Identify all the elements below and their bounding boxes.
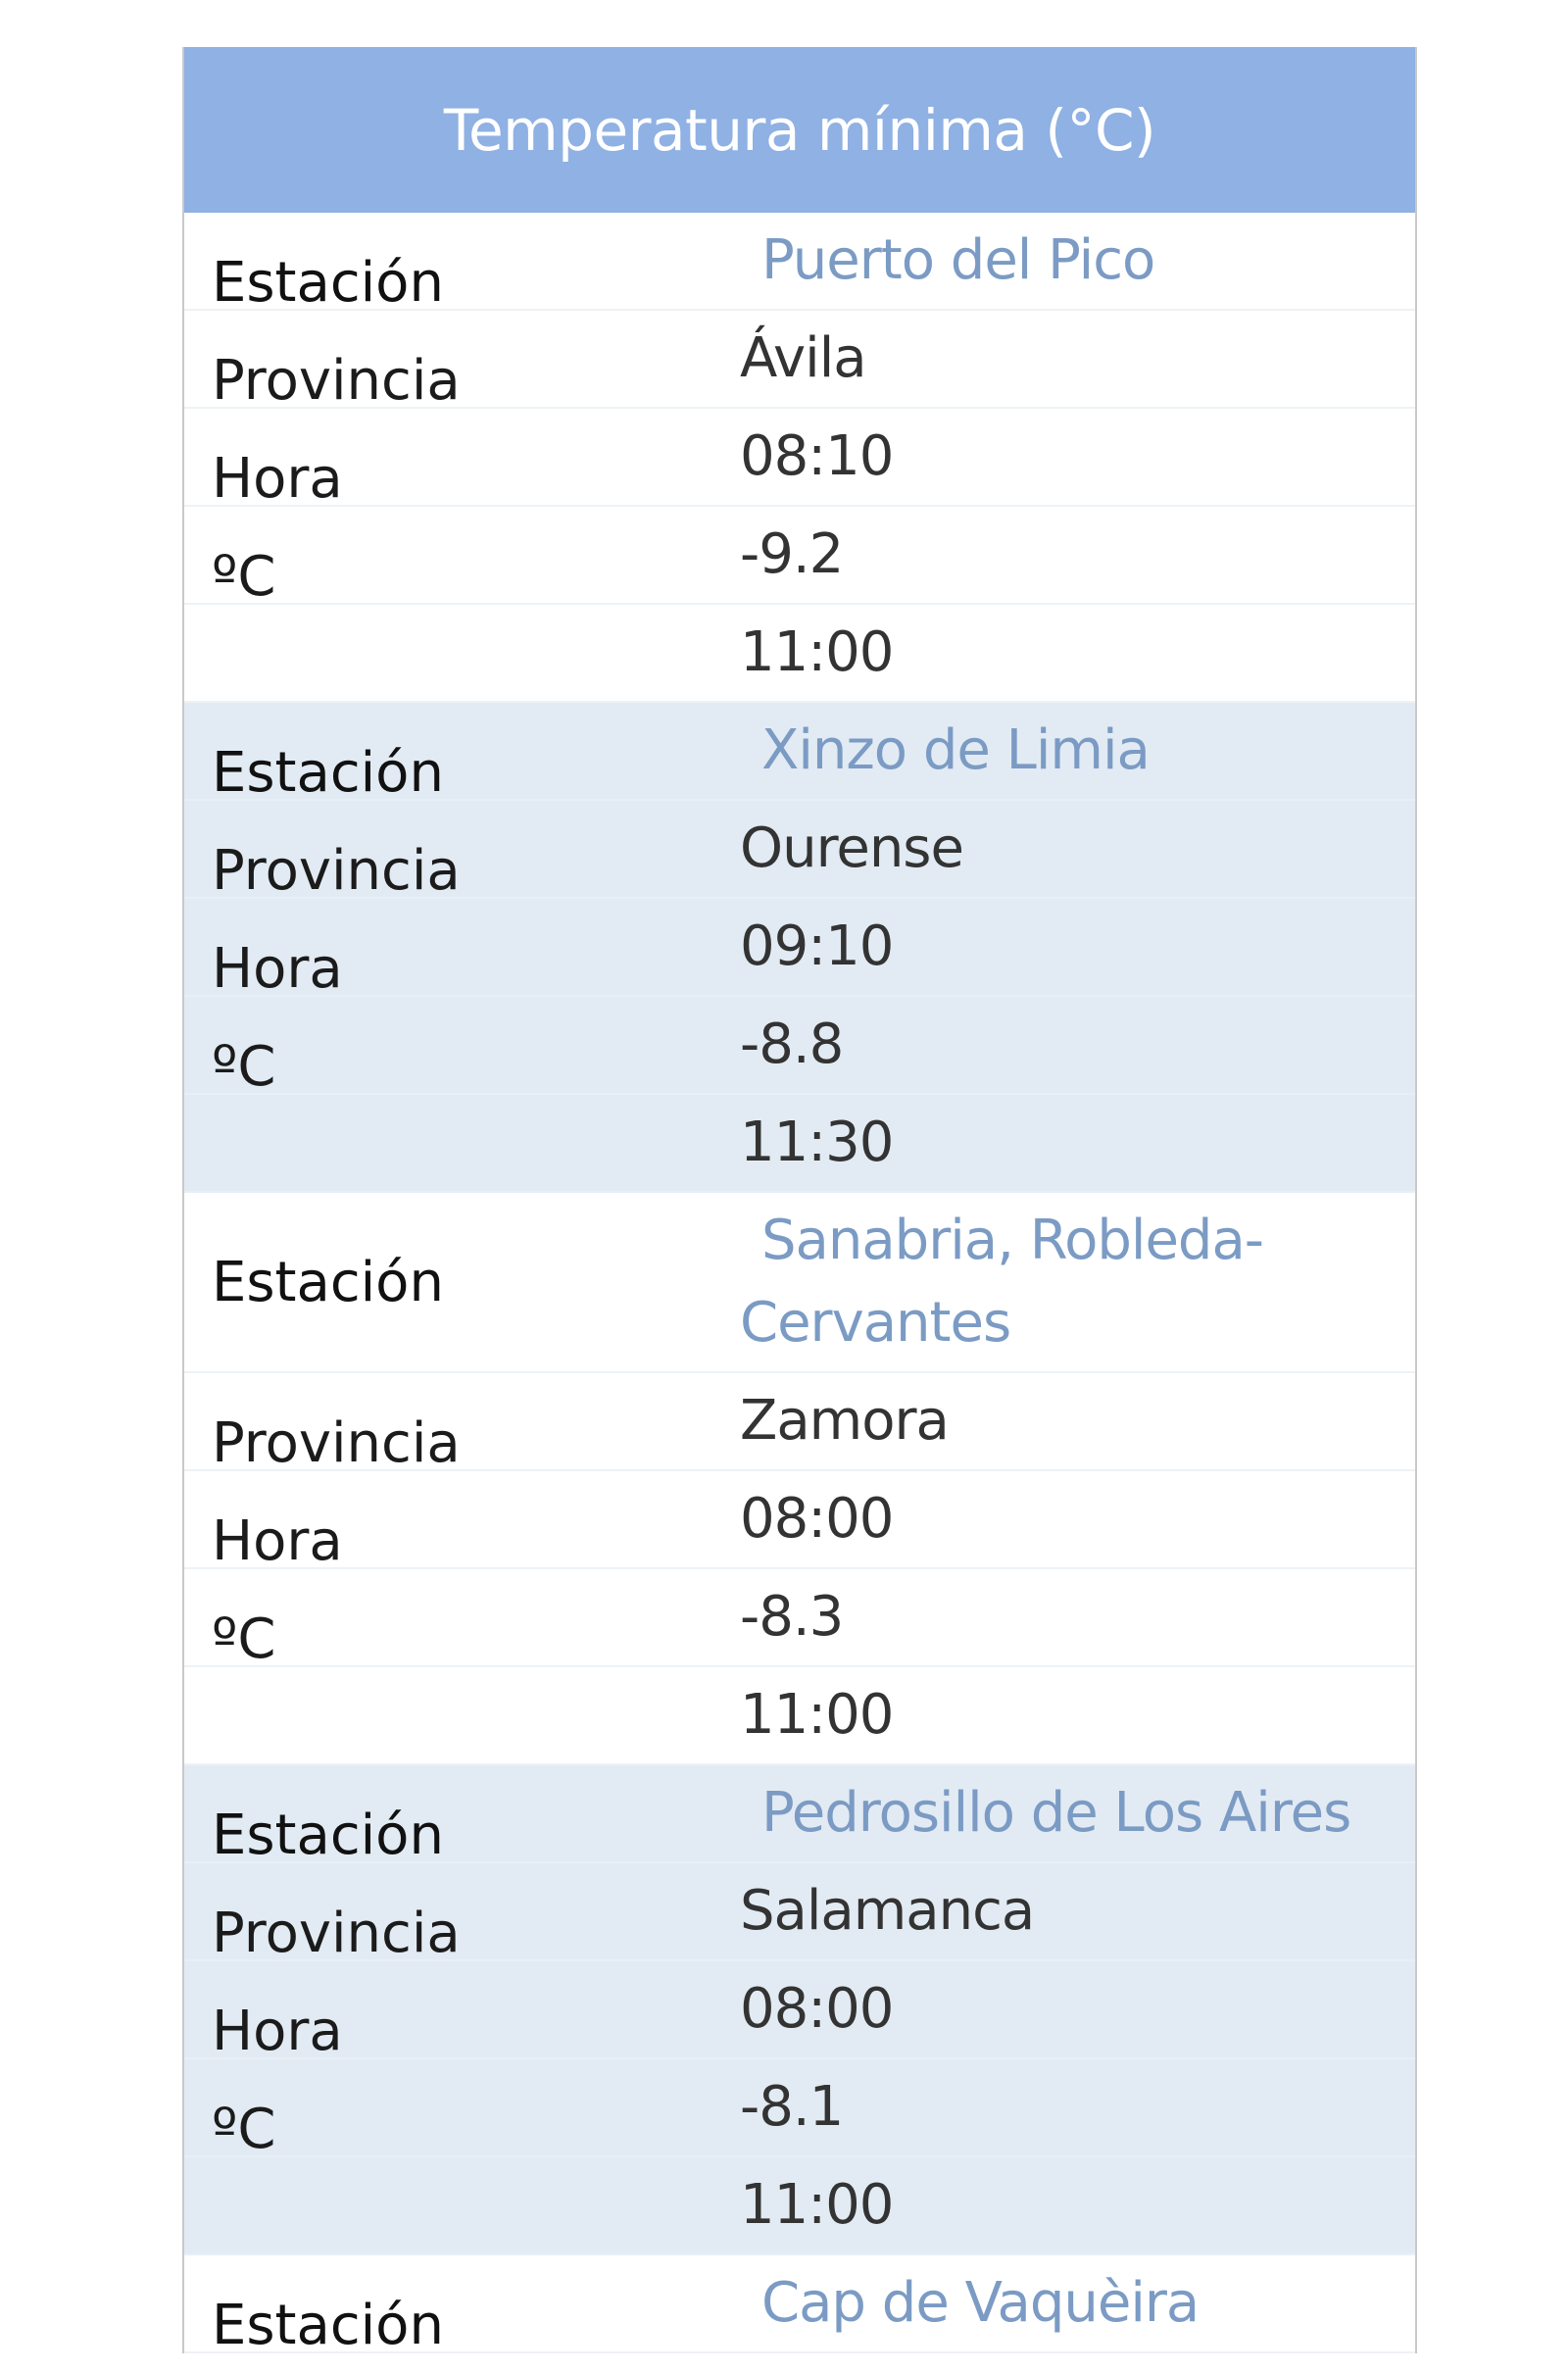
table-row: Estación Pedrosillo de Los Aires xyxy=(184,1765,1415,1867)
station-label: Estación xyxy=(212,2293,444,2357)
table-row: Estación Puerto del Pico xyxy=(184,213,1415,315)
table-row: 11:00 xyxy=(184,1667,1415,1765)
station-block: Estación Sanabria, Robleda-Cervantes Provi… xyxy=(184,1193,1415,1765)
min-temperature-table: Temperatura mínima (°C) Estación Puerto d… xyxy=(182,47,1417,2357)
table-row: Estación Xinzo de Limia xyxy=(184,703,1415,805)
table-row: Estación Sanabria, Robleda-Cervantes xyxy=(184,1193,1415,1373)
province-value: Zamora xyxy=(740,1389,950,1453)
temperature-value: -8.1 xyxy=(740,2075,844,2139)
time-value: 08:00 xyxy=(740,1977,894,2041)
table-row: 11:00 xyxy=(184,2157,1415,2255)
station-list: Estación Puerto del Pico Provincia Ávila Hor… xyxy=(184,213,1415,2357)
province-value: Ávila xyxy=(740,326,867,390)
table-row: Provincia Salamanca xyxy=(184,1863,1415,1965)
station-name[interactable]: Puerto del Pico xyxy=(761,228,1155,292)
province-label: Provincia xyxy=(212,838,461,903)
time-value: 08:00 xyxy=(740,1487,894,1551)
empty-label xyxy=(184,626,740,722)
station-label: Estación xyxy=(212,1803,444,1867)
table-row: Hora 08:00 xyxy=(184,1961,1415,2063)
temperature-value: -8.3 xyxy=(740,1585,844,1649)
empty-label xyxy=(184,1689,740,1785)
temp-label: ºC xyxy=(212,1034,276,1099)
time-label: Hora xyxy=(212,1508,343,1573)
time-value: 08:10 xyxy=(740,424,894,488)
time-label: Hora xyxy=(212,936,343,1001)
station-label: Estación xyxy=(212,740,444,805)
table-row: ºC -8.8 xyxy=(184,997,1415,1099)
table-row: Provincia Ávila xyxy=(184,311,1415,413)
updated-time-value: 11:00 xyxy=(740,1683,894,1747)
station-block: Estación Pedrosillo de Los Aires Provincia… xyxy=(184,1765,1415,2255)
table-row: 11:00 xyxy=(184,605,1415,703)
temperature-value: -9.2 xyxy=(740,522,844,586)
table-row: Provincia Ourense xyxy=(184,801,1415,903)
table-row: Provincia Zamora xyxy=(184,1373,1415,1475)
temp-label: ºC xyxy=(212,1607,276,1671)
time-value: 09:10 xyxy=(740,915,894,978)
station-name[interactable]: Cap de Vaquèira xyxy=(761,2271,1200,2335)
temperature-value: -8.8 xyxy=(740,1013,844,1076)
station-label: Estación xyxy=(212,250,444,315)
updated-time-value: 11:30 xyxy=(740,1111,894,1174)
table-row: Hora 09:10 xyxy=(184,899,1415,1001)
province-value: Salamanca xyxy=(740,1879,1035,1943)
table-row: ºC -9.2 xyxy=(184,507,1415,609)
station-block: Estación Xinzo de Limia Provincia Ourense Ho… xyxy=(184,703,1415,1193)
table-row: ºC -8.1 xyxy=(184,2059,1415,2161)
table-row: Hora 08:00 xyxy=(184,1471,1415,1573)
table-title: Temperatura mínima (°C) xyxy=(184,47,1415,213)
station-name[interactable]: Xinzo de Limia xyxy=(761,718,1151,782)
province-label: Provincia xyxy=(212,1901,461,1965)
table-row: ºC -8.3 xyxy=(184,1569,1415,1671)
station-name[interactable]: Sanabria, Robleda-Cervantes xyxy=(740,1209,1264,1355)
temp-label: ºC xyxy=(212,2097,276,2161)
time-label: Hora xyxy=(212,1999,343,2063)
station-name[interactable]: Pedrosillo de Los Aires xyxy=(761,1781,1351,1845)
temp-label: ºC xyxy=(212,544,276,609)
updated-time-value: 11:00 xyxy=(740,2173,894,2237)
province-label: Provincia xyxy=(212,348,461,413)
updated-time-value: 11:00 xyxy=(740,620,894,684)
table-row: 11:30 xyxy=(184,1095,1415,1193)
station-block: Estación Puerto del Pico Provincia Ávila Hor… xyxy=(184,213,1415,703)
time-label: Hora xyxy=(212,446,343,511)
empty-label xyxy=(184,2179,740,2275)
station-label: Estación xyxy=(212,1250,444,1314)
province-value: Ourense xyxy=(740,816,964,880)
province-label: Provincia xyxy=(212,1410,461,1475)
table-row: Hora 08:10 xyxy=(184,409,1415,511)
